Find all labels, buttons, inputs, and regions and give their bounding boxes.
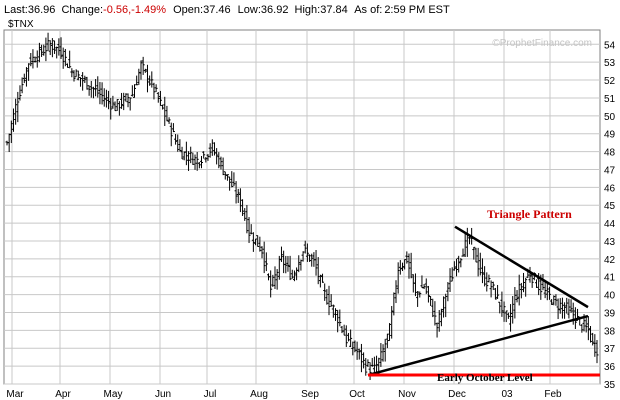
plot-area [3, 29, 601, 385]
open-label: Open: [173, 4, 203, 16]
y-tick-label: 50 [604, 112, 616, 123]
y-tick-label: 41 [604, 273, 616, 284]
x-tick-label: Nov [398, 389, 416, 400]
trendlines [367, 225, 600, 377]
asof-label: As of: [354, 4, 382, 16]
x-tick-label: Mar [6, 389, 24, 400]
high-label: High: [295, 4, 321, 16]
price-series [5, 32, 599, 381]
x-tick-label: Apr [55, 389, 71, 400]
y-tick-label: 46 [604, 183, 616, 194]
asof-value: 2:59 PM EST [384, 4, 450, 16]
x-tick-label: Jul [204, 389, 217, 400]
open-value: 37.46 [203, 4, 231, 16]
early-october-annotation: Early October Level [437, 372, 533, 384]
last-value: 36.96 [28, 4, 56, 16]
low-label: Low: [238, 4, 261, 16]
trendline-upper [454, 225, 589, 309]
y-tick-label: 36 [604, 362, 616, 373]
triangle-pattern-annotation: Triangle Pattern [487, 207, 572, 221]
y-tick-label: 52 [604, 76, 616, 87]
y-tick-label: 39 [604, 308, 616, 319]
last-label: Last: [4, 4, 28, 16]
y-tick-label: 44 [604, 219, 616, 230]
y-tick-label: 45 [604, 201, 616, 212]
change-value: -0.56 [103, 4, 128, 16]
y-tick-label: 51 [604, 94, 616, 105]
change-percent: ,-1.49% [128, 4, 166, 16]
y-tick-label: 42 [604, 255, 616, 266]
change-label: Change: [61, 4, 103, 16]
high-value: 37.84 [320, 4, 348, 16]
x-tick-label: 03 [501, 389, 513, 400]
header-last: Last:36.96 Change:-0.56,-1.49% Open:37.4… [4, 4, 450, 16]
ticker-label: $TNX [8, 19, 34, 30]
x-tick-label: Aug [250, 389, 268, 400]
low-value: 36.92 [261, 4, 289, 16]
y-tick-label: 54 [604, 40, 616, 51]
y-tick-label: 47 [604, 165, 616, 176]
watermark: ©ProphetFinance.com [492, 38, 592, 49]
x-axis: Mar Apr May Jun Jul Aug Sep Oct Nov Dec 03 Feb [6, 389, 562, 400]
y-tick-label: 40 [604, 291, 616, 302]
y-tick-label: 38 [604, 326, 616, 337]
x-tick-label: Sep [301, 389, 319, 400]
y-tick-label: 37 [604, 344, 616, 355]
y-tick-label: 48 [604, 148, 616, 159]
y-tick-label: 53 [604, 58, 616, 69]
y-axis: 35 36 37 38 39 40 41 42 43 44 45 46 47 48 49 50 51 52 53 54 [604, 40, 616, 391]
y-tick-label: 35 [604, 380, 616, 391]
y-tick-label: 49 [604, 130, 616, 141]
x-tick-label: Jun [155, 389, 171, 400]
trendline-lower [367, 314, 589, 377]
x-tick-label: Dec [448, 389, 466, 400]
y-tick-label: 43 [604, 237, 616, 248]
x-tick-label: Oct [349, 389, 365, 400]
x-tick-label: May [104, 389, 123, 400]
x-tick-label: Feb [544, 389, 562, 400]
grid [4, 30, 600, 385]
